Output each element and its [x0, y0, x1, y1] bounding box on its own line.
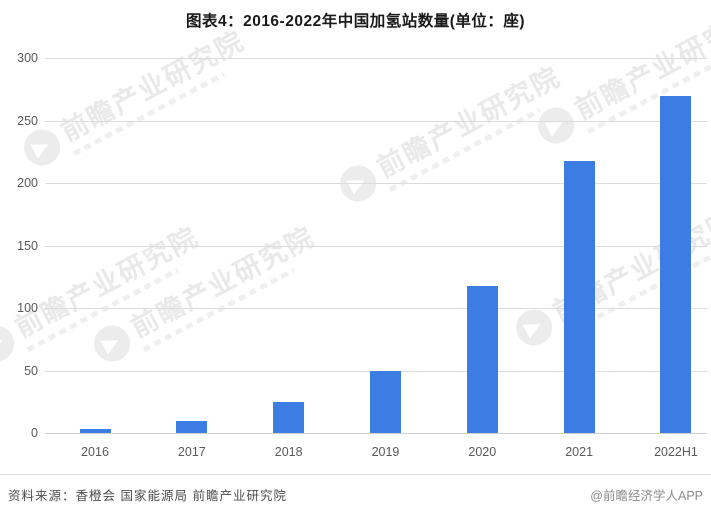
bar-2017	[176, 420, 208, 433]
gridline-250	[45, 120, 707, 122]
bar-2016	[79, 429, 111, 433]
footer: 资料来源：香橙会 国家能源局 前瞻产业研究院 @前瞻经济学人APP	[0, 485, 711, 504]
y-tick-label-0: 0	[31, 426, 38, 440]
gridline-300	[45, 58, 707, 59]
gridline-200	[45, 183, 707, 184]
x-tick-label-2021: 2021	[565, 445, 594, 459]
x-tick-label-2016: 2016	[81, 445, 109, 459]
credit-text: @前瞻经济学人APP	[590, 489, 703, 503]
y-tick-label-300: 300	[17, 51, 38, 65]
footer-separator-line	[0, 474, 711, 475]
bar-2021	[563, 160, 595, 433]
bar-2019	[369, 370, 401, 433]
data-source-text: 资料来源：香橙会 国家能源局 前瞻产业研究院	[8, 489, 287, 503]
gridline-150	[45, 245, 707, 247]
x-tick-label-2018: 2018	[274, 445, 303, 459]
x-axis-line	[45, 433, 707, 434]
x-tick-label-2017: 2017	[177, 445, 206, 459]
y-tick-label-150: 150	[17, 238, 38, 253]
y-tick-label-100: 100	[17, 301, 38, 315]
chart-title: 图表4：2016-2022年中国加氢站数量(单位：座)	[185, 13, 526, 30]
bar-chart-plot-area: 0 50 100 150 200 250 300 2016 2017 2018 2019 2020 20…	[17, 51, 707, 459]
bar-2018	[273, 401, 305, 433]
y-tick-label-200: 200	[17, 176, 38, 190]
x-tick-label-2020: 2020	[468, 445, 497, 459]
y-tick-label-50: 50	[24, 363, 38, 378]
gridline-100	[45, 308, 707, 309]
x-tick-label-2019: 2019	[371, 445, 400, 459]
x-tick-label-2022H1: 2022H1	[654, 445, 698, 459]
bar-2020	[466, 285, 498, 433]
y-tick-label-250: 250	[17, 113, 38, 128]
bar-2022H1	[660, 95, 692, 433]
